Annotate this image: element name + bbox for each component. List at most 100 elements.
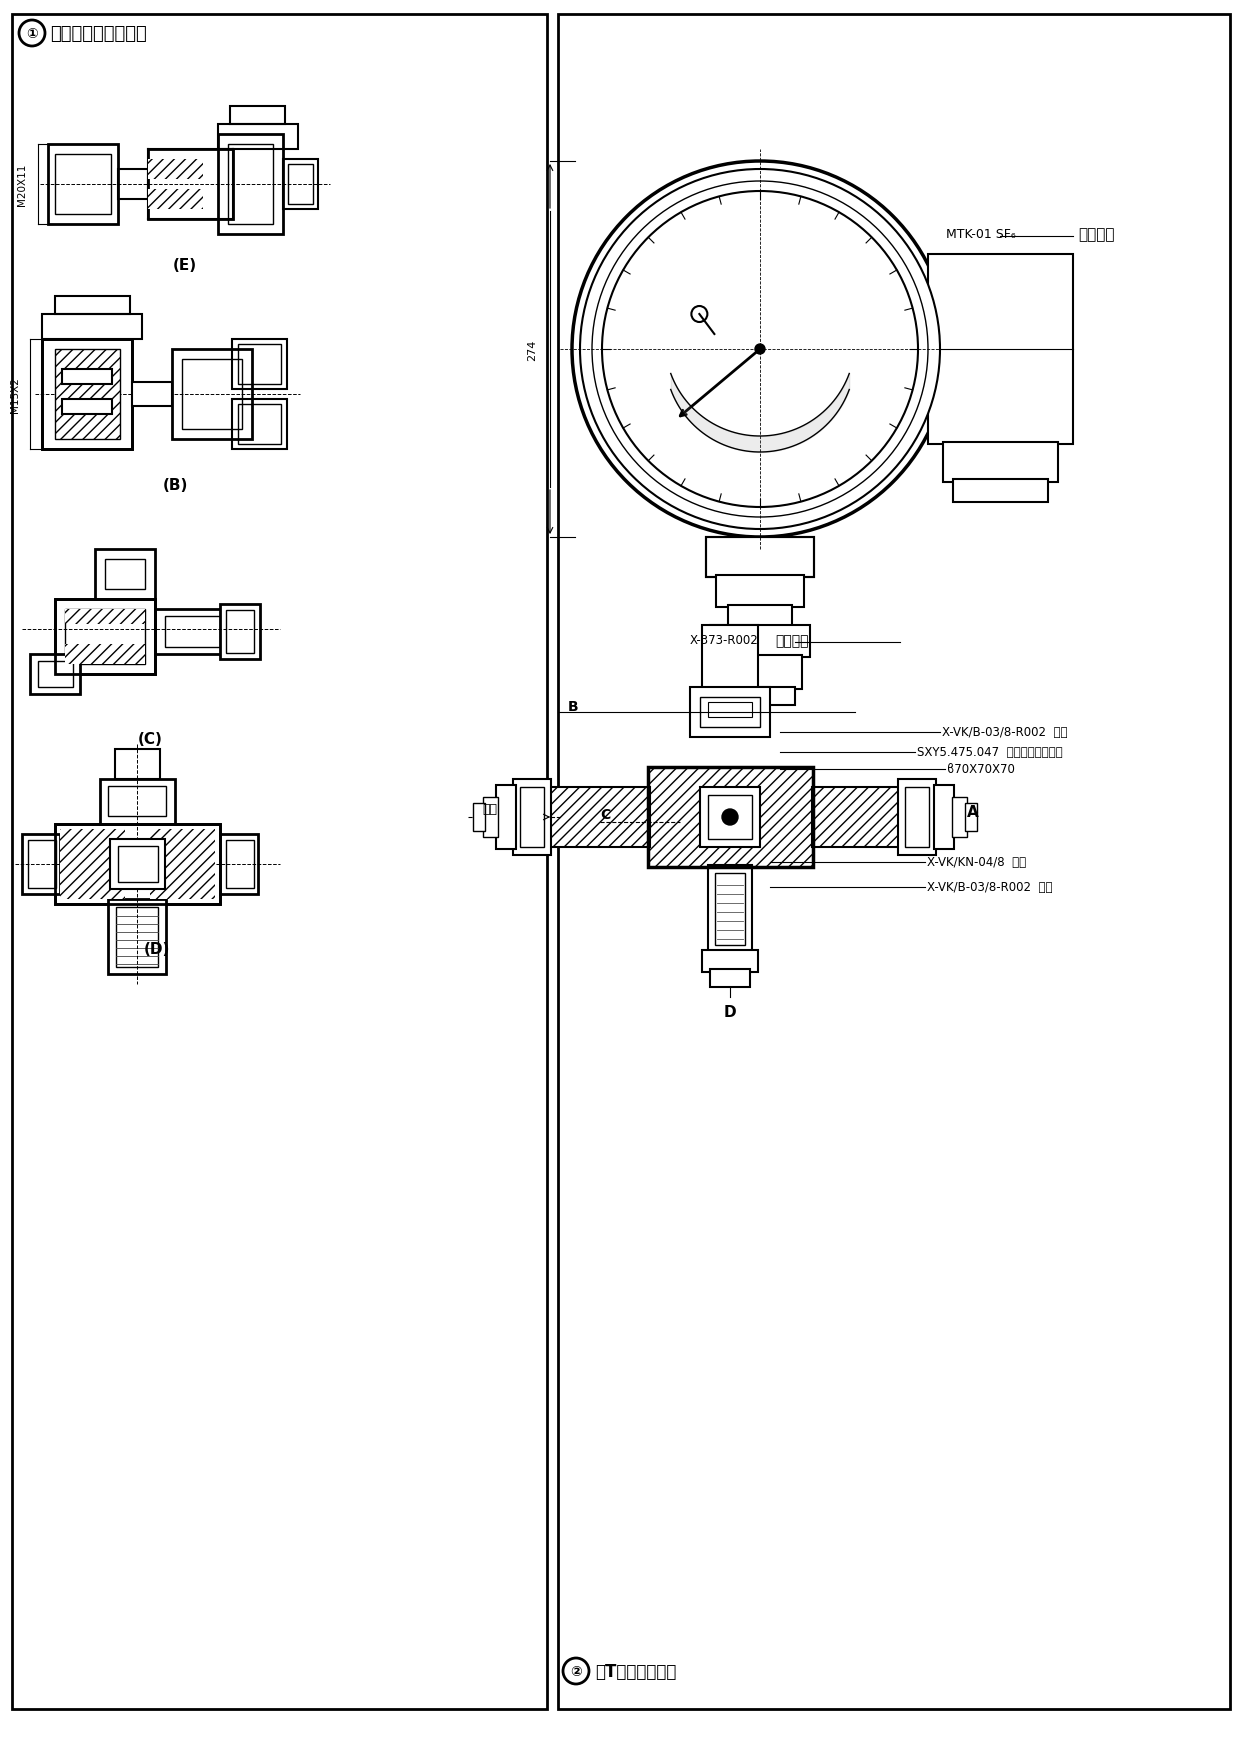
Text: ①: ① (26, 28, 38, 42)
Bar (60, 830, 125, 899)
Text: (D): (D) (144, 943, 170, 956)
Bar (148, 150, 233, 219)
Bar (898, 779, 936, 856)
Text: X-VK/KN-04/8  护盖: X-VK/KN-04/8 护盖 (928, 856, 1027, 870)
Bar (812, 788, 900, 847)
Bar (55, 600, 155, 675)
Bar (708, 795, 751, 840)
Bar (55, 297, 130, 315)
Bar (218, 136, 283, 235)
Bar (118, 847, 157, 882)
Bar (148, 150, 233, 219)
Bar (728, 605, 792, 628)
Bar (55, 600, 155, 675)
Circle shape (722, 810, 738, 826)
Bar (12, 16, 547, 1709)
Bar (812, 788, 900, 847)
Text: (E): (E) (172, 257, 197, 273)
Text: B: B (568, 699, 579, 713)
Bar (513, 779, 551, 856)
Bar (238, 405, 281, 445)
Text: X-373-R002: X-373-R002 (689, 635, 759, 647)
Bar (965, 803, 977, 831)
Bar (708, 703, 751, 718)
Bar (42, 339, 131, 450)
Bar (711, 969, 750, 988)
Bar (520, 788, 544, 847)
Bar (232, 339, 286, 390)
Bar (64, 610, 145, 624)
Text: X-VK/B-03/8-R002  接头: X-VK/B-03/8-R002 接头 (928, 882, 1053, 894)
Bar (725, 687, 795, 706)
Bar (702, 706, 758, 713)
Bar (934, 786, 954, 850)
Bar (62, 400, 112, 416)
Bar (548, 788, 650, 847)
Text: 密度开关: 密度开关 (1078, 228, 1115, 242)
Circle shape (563, 1657, 589, 1683)
Bar (701, 788, 760, 847)
Bar (148, 160, 203, 179)
Bar (117, 908, 157, 967)
Bar (706, 537, 813, 577)
Bar (219, 835, 258, 894)
Bar (155, 610, 229, 654)
Bar (226, 840, 254, 889)
Bar (283, 160, 317, 210)
Bar (649, 767, 813, 868)
Text: MTK-01 SF₆: MTK-01 SF₆ (946, 228, 1016, 242)
Bar (238, 344, 281, 384)
Bar (55, 350, 120, 440)
Bar (715, 873, 745, 946)
Bar (702, 626, 758, 706)
Circle shape (601, 191, 918, 508)
Circle shape (572, 162, 949, 537)
Bar (100, 779, 175, 824)
Bar (42, 339, 131, 450)
Bar (711, 626, 810, 657)
Bar (55, 155, 112, 216)
Bar (108, 899, 166, 974)
Text: A: A (967, 805, 978, 821)
Bar (108, 786, 166, 817)
Bar (226, 610, 254, 654)
Bar (64, 645, 145, 664)
Bar (701, 697, 760, 727)
Bar (22, 835, 60, 894)
Bar (706, 537, 813, 577)
Bar (708, 866, 751, 953)
Bar (29, 840, 56, 889)
Bar (649, 767, 813, 868)
Bar (548, 788, 650, 847)
Bar (942, 443, 1058, 483)
Bar (496, 786, 516, 850)
Text: ϐ70X70X70: ϐ70X70X70 (947, 763, 1014, 776)
Bar (954, 480, 1048, 503)
Circle shape (580, 170, 940, 530)
Text: D: D (724, 1005, 737, 1019)
Bar (55, 824, 219, 904)
Bar (718, 656, 802, 690)
Bar (55, 350, 120, 440)
Bar (38, 661, 73, 687)
Bar (62, 370, 112, 384)
Circle shape (19, 21, 45, 47)
Circle shape (692, 306, 707, 323)
Bar (952, 798, 967, 838)
Bar (110, 840, 165, 889)
Bar (232, 400, 286, 450)
Text: (C): (C) (138, 732, 162, 748)
Bar (715, 576, 804, 607)
Text: ：T型三通阀部分: ：T型三通阀部分 (595, 1662, 676, 1680)
Text: M15X2: M15X2 (10, 377, 20, 412)
Bar (928, 256, 1073, 445)
Bar (55, 824, 219, 904)
Text: ②: ② (570, 1664, 582, 1678)
Bar (115, 750, 160, 779)
Bar (229, 106, 285, 125)
Bar (228, 144, 273, 224)
Bar (702, 951, 758, 972)
Bar (172, 350, 252, 440)
Text: SXY5.475.047  分流块（带球阀）: SXY5.475.047 分流块（带球阀） (918, 746, 1063, 758)
Circle shape (591, 183, 928, 518)
